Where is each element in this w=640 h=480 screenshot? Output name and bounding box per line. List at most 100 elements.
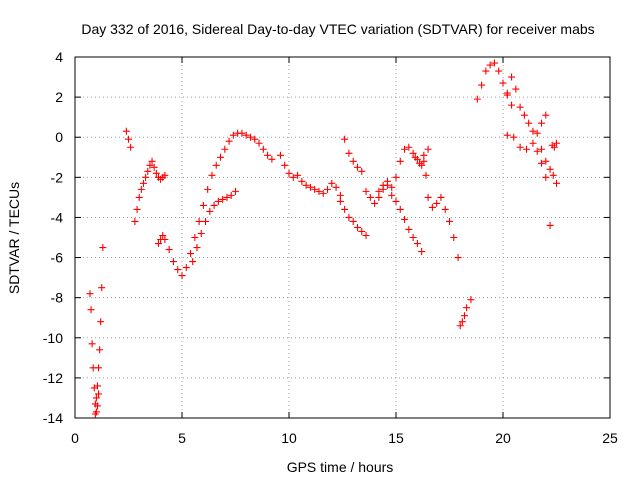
grid (75, 57, 610, 418)
data-point (229, 131, 237, 139)
data-point (405, 143, 413, 151)
data-point (371, 199, 379, 207)
data-point (495, 67, 503, 75)
data-point (199, 201, 207, 209)
data-point (553, 179, 560, 187)
data-point (232, 187, 239, 195)
data-point (341, 135, 349, 143)
series-arc16 (503, 73, 550, 137)
data-point (152, 169, 160, 177)
data-point (146, 161, 154, 169)
data-point (206, 207, 214, 215)
series-arc12 (420, 157, 462, 262)
x-tick-label: 0 (71, 430, 79, 446)
data-point (392, 173, 400, 181)
data-point (463, 304, 471, 312)
y-tick-label: 0 (55, 129, 63, 145)
data-point (87, 306, 95, 314)
data-point (411, 153, 419, 161)
data-point (223, 193, 231, 201)
data-point (214, 197, 222, 205)
data-point (418, 248, 426, 256)
data-point (516, 103, 524, 111)
data-point (538, 119, 546, 127)
data-point (490, 59, 498, 67)
data-point (336, 191, 344, 199)
data-point (358, 167, 366, 175)
data-point (358, 227, 366, 235)
data-point (259, 145, 267, 153)
x-tick-labels: 0 5 10 15 20 25 (71, 430, 618, 446)
data-point (542, 111, 550, 119)
series-arc3 (122, 127, 135, 151)
data-point (529, 127, 537, 135)
data-point (255, 139, 263, 147)
series-arc20 (546, 221, 554, 229)
x-axis-label: GPS time / hours (287, 459, 394, 475)
data-point (210, 201, 218, 209)
data-point (533, 129, 541, 137)
y-tick-label: -8 (51, 290, 64, 306)
data-point (92, 394, 100, 402)
data-point (212, 161, 220, 169)
data-point (225, 137, 233, 145)
data-point (251, 135, 259, 143)
data-point (546, 221, 554, 229)
series-arc5 (154, 129, 276, 280)
data-point (238, 129, 246, 137)
series-arc17 (503, 131, 550, 181)
series-arc7 (276, 151, 344, 199)
data-point (422, 171, 430, 179)
data-point (375, 187, 383, 195)
chart-title: Day 332 of 2016, Sidereal Day-to-day VTE… (81, 21, 594, 37)
data-point (227, 191, 235, 199)
data-point (450, 234, 458, 241)
series-arc10 (362, 181, 426, 256)
data-point (409, 149, 417, 157)
series-arc8 (336, 197, 370, 239)
series-arc1 (86, 290, 103, 416)
data-point (362, 187, 370, 195)
data-point (508, 101, 516, 109)
data-point (137, 185, 145, 193)
data-point (525, 119, 533, 127)
data-point (379, 181, 387, 189)
data-point (460, 312, 468, 320)
data-point (553, 139, 560, 147)
data-point (424, 193, 432, 201)
data-point (345, 149, 353, 157)
data-point (311, 185, 319, 193)
data-point (454, 254, 462, 262)
data-point (482, 67, 490, 75)
data-point (289, 173, 297, 181)
data-point (388, 191, 396, 199)
data-point (204, 185, 212, 193)
series-arc13 (411, 145, 432, 167)
data-point (144, 167, 152, 175)
data-point (182, 264, 190, 272)
data-point (324, 185, 332, 193)
data-point (187, 250, 195, 258)
series-arc19 (548, 139, 560, 151)
data-point (392, 197, 400, 205)
x-tick-label: 5 (178, 430, 186, 446)
data-point (353, 223, 361, 231)
data-point (95, 364, 103, 372)
data-point (268, 155, 276, 163)
data-point (533, 147, 541, 155)
data-point (93, 402, 101, 410)
data-point (161, 171, 169, 179)
data-point (516, 143, 524, 151)
data-point (437, 193, 445, 201)
data-point (93, 382, 101, 390)
data-point (161, 236, 169, 244)
series-arc18 (538, 145, 560, 187)
y-tick-label: -12 (43, 370, 63, 386)
data-point (523, 145, 531, 153)
data-point (538, 159, 546, 167)
y-tick-label: 2 (55, 89, 63, 105)
data-point (420, 151, 428, 159)
data-point (191, 234, 199, 241)
x-tick-label: 25 (602, 430, 618, 446)
